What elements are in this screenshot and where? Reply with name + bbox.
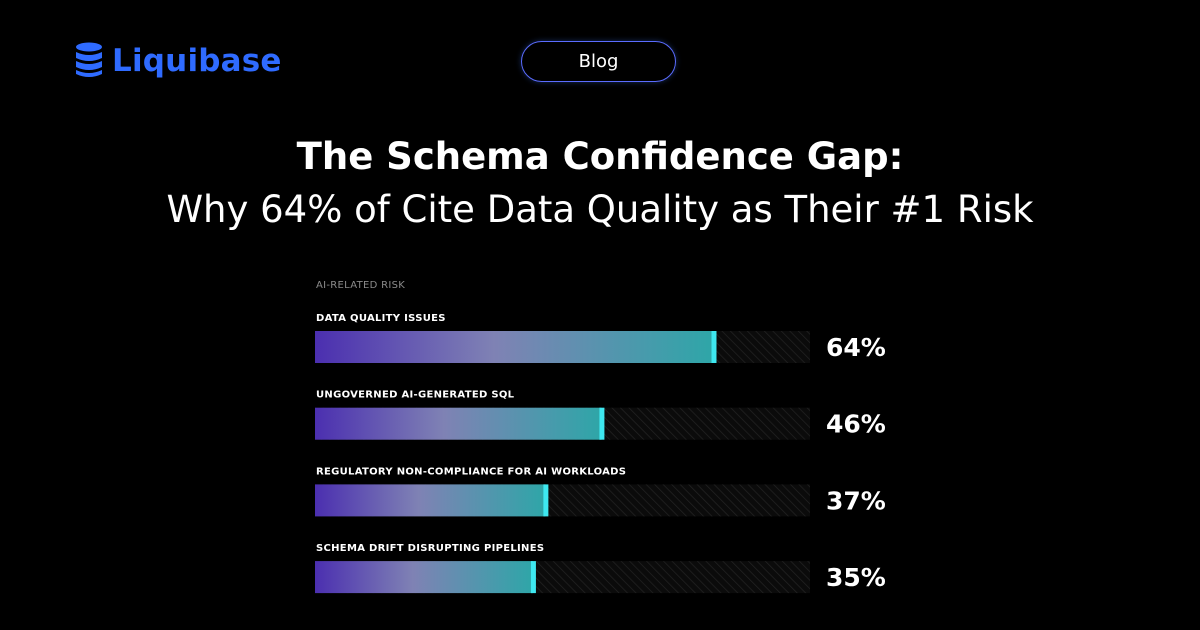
bar-end-cap: [543, 484, 549, 517]
chart-axis-title: AI-RELATED RISK: [316, 280, 405, 291]
value-label: 37%: [826, 486, 886, 515]
title-line-2: Why 64% of Cite Data Quality as Their #1…: [166, 188, 1034, 231]
value-label: 46%: [826, 410, 886, 439]
database-stack-icon: [76, 42, 102, 77]
bar-end-cap: [599, 407, 605, 440]
category-label: SCHEMA DRIFT DISRUPTING PIPELINES: [316, 543, 544, 554]
value-label: 35%: [826, 563, 886, 592]
category-label: DATA QUALITY ISSUES: [316, 313, 446, 324]
brand-logo[interactable]: Liquibase: [74, 42, 282, 80]
bar: [315, 561, 533, 594]
bar: [315, 484, 546, 517]
category-badge-label: Blog: [578, 51, 619, 72]
bar: [315, 407, 602, 440]
value-label: 64%: [826, 333, 886, 362]
brand-name: Liquibase: [112, 42, 282, 79]
page-title: The Schema Confidence Gap: Why 64% of Ci…: [0, 138, 1200, 228]
title-line-1: The Schema Confidence Gap:: [296, 135, 904, 178]
category-badge[interactable]: Blog: [521, 41, 676, 82]
bar-end-cap: [530, 561, 536, 594]
category-label: UNGOVERNED AI-GENERATED SQL: [316, 390, 515, 401]
category-label: REGULATORY NON-COMPLIANCE FOR AI WORKLOA…: [316, 466, 626, 477]
bar-end-cap: [711, 331, 717, 363]
bar: [315, 331, 714, 363]
